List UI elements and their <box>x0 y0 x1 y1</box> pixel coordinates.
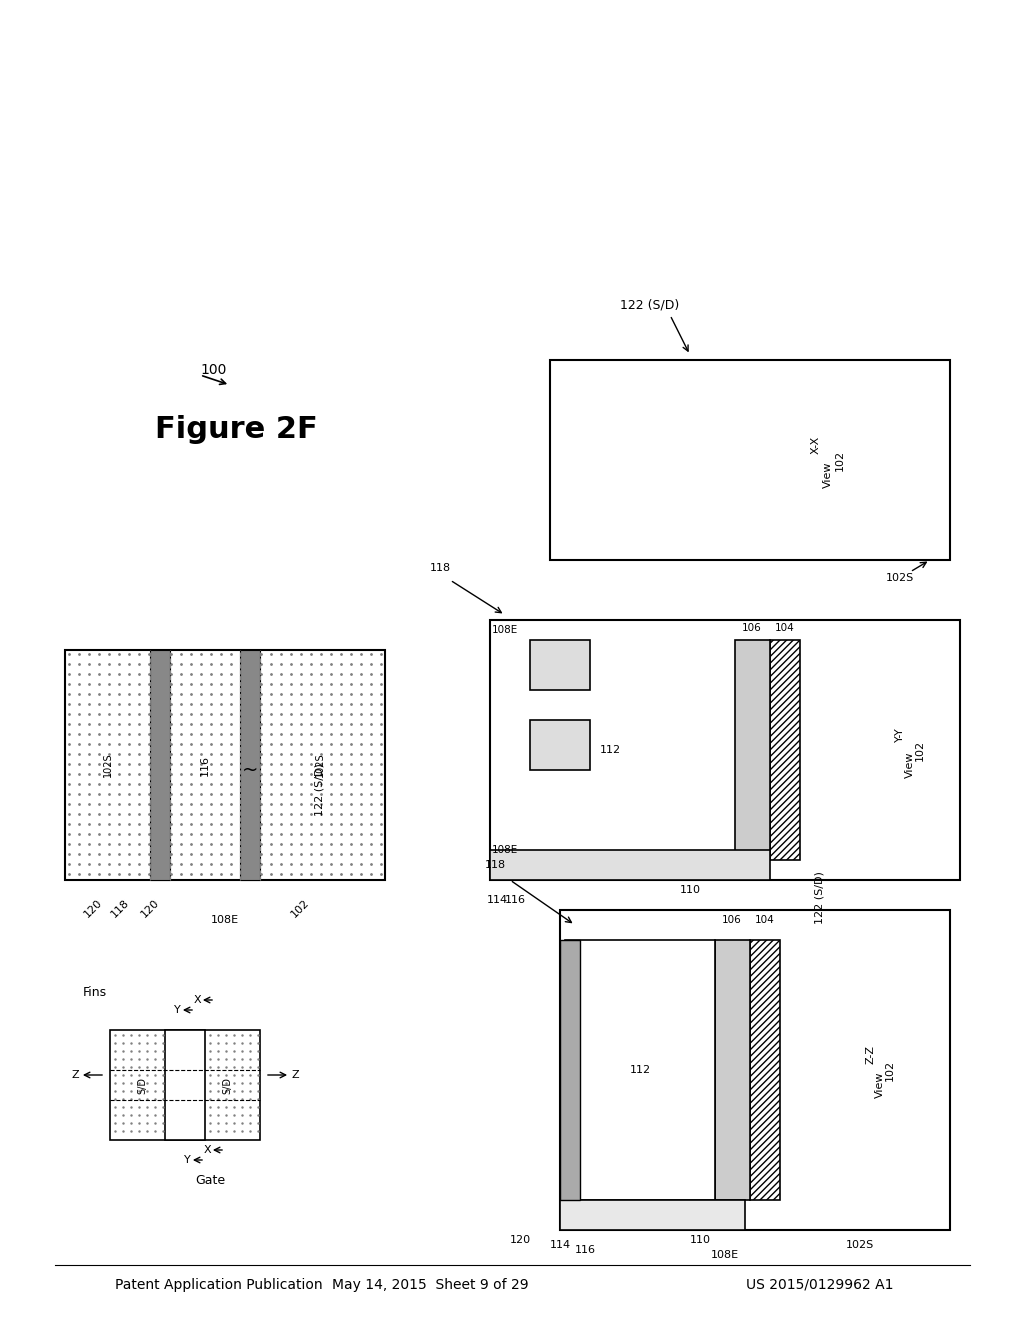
Text: 122 (S/D): 122 (S/D) <box>815 871 825 924</box>
Text: 120: 120 <box>139 898 161 919</box>
Text: 118: 118 <box>429 564 451 573</box>
Text: Y-Y: Y-Y <box>895 727 905 742</box>
Text: S/D: S/D <box>222 1077 232 1093</box>
Text: Y: Y <box>183 1155 190 1166</box>
Text: 100: 100 <box>200 363 226 378</box>
Text: 102: 102 <box>835 449 845 470</box>
Bar <box>750 940 780 1200</box>
Bar <box>65 649 385 880</box>
Bar <box>770 640 800 861</box>
Text: X: X <box>194 995 201 1005</box>
Bar <box>530 640 590 690</box>
Text: 108E: 108E <box>492 624 518 635</box>
Text: 102S: 102S <box>315 752 325 777</box>
Text: 102S: 102S <box>103 752 113 777</box>
Text: View: View <box>905 752 915 779</box>
Text: View: View <box>874 1072 885 1098</box>
Text: 108E: 108E <box>492 845 518 855</box>
Text: 114: 114 <box>486 895 508 906</box>
Text: Z-Z: Z-Z <box>865 1045 874 1064</box>
Text: 106: 106 <box>722 915 741 925</box>
Text: X: X <box>203 1144 211 1155</box>
Bar <box>165 1030 205 1140</box>
Text: 102: 102 <box>915 739 925 760</box>
Text: US 2015/0129962 A1: US 2015/0129962 A1 <box>746 1278 894 1292</box>
Text: 106: 106 <box>742 623 762 634</box>
Text: 116: 116 <box>505 895 525 906</box>
Text: 120: 120 <box>509 1236 530 1245</box>
Text: 110: 110 <box>689 1236 711 1245</box>
Bar <box>715 940 750 1200</box>
Text: 114: 114 <box>550 1239 570 1250</box>
Bar <box>150 649 170 880</box>
Text: 104: 104 <box>755 915 775 925</box>
Text: 104: 104 <box>775 623 795 634</box>
Text: 116: 116 <box>574 1245 596 1255</box>
Text: Z: Z <box>291 1071 299 1080</box>
Text: 112: 112 <box>599 744 621 755</box>
Text: Figure 2F: Figure 2F <box>155 416 317 445</box>
Text: Y: Y <box>174 1005 180 1015</box>
Text: View: View <box>823 462 833 488</box>
Bar <box>530 719 590 770</box>
Bar <box>560 1200 745 1230</box>
Text: 118: 118 <box>109 898 131 919</box>
Bar <box>110 1030 260 1140</box>
Text: 108E: 108E <box>711 1250 739 1261</box>
Bar <box>565 940 715 1200</box>
Text: 102S: 102S <box>846 1239 874 1250</box>
Text: 112: 112 <box>630 1065 650 1074</box>
Text: 120: 120 <box>82 898 104 919</box>
Text: 110: 110 <box>680 884 700 895</box>
Text: X-X: X-X <box>811 436 821 454</box>
Text: 118: 118 <box>484 861 506 870</box>
Bar <box>240 649 260 880</box>
Bar <box>490 850 770 880</box>
Text: S/D: S/D <box>137 1077 147 1093</box>
Text: 116: 116 <box>200 755 210 776</box>
Bar <box>490 620 961 880</box>
Bar <box>560 909 950 1230</box>
Text: Z: Z <box>72 1071 79 1080</box>
Text: Fins: Fins <box>83 986 108 998</box>
Text: 102: 102 <box>289 898 311 919</box>
Text: 122 (S/D): 122 (S/D) <box>315 763 325 817</box>
Text: May 14, 2015  Sheet 9 of 29: May 14, 2015 Sheet 9 of 29 <box>332 1278 528 1292</box>
Text: 108E: 108E <box>211 915 239 925</box>
Text: 122 (S/D): 122 (S/D) <box>621 298 680 312</box>
Text: Gate: Gate <box>195 1173 225 1187</box>
Bar <box>735 640 770 861</box>
Text: ~: ~ <box>242 760 258 780</box>
Bar <box>550 360 950 560</box>
Text: Patent Application Publication: Patent Application Publication <box>115 1278 323 1292</box>
Text: 102S: 102S <box>886 573 914 583</box>
Text: 102: 102 <box>885 1060 895 1081</box>
Bar <box>560 940 580 1200</box>
